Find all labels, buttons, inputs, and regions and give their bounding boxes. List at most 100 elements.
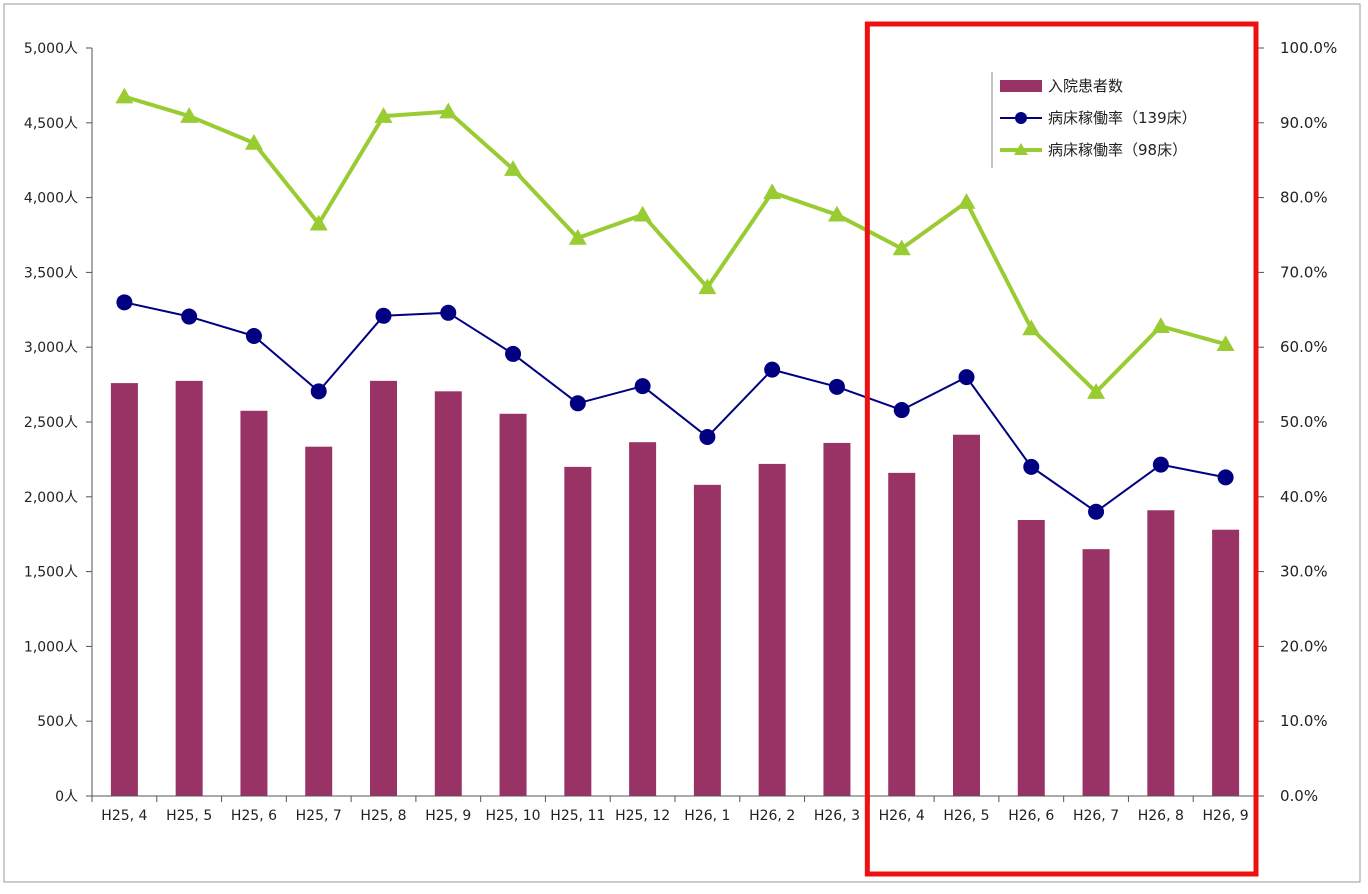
y-tick-left-label: 3,000人: [24, 340, 78, 356]
line-point-circle: [1217, 469, 1234, 486]
x-tick-label: H25, 4: [101, 808, 147, 824]
line-point-circle: [893, 402, 910, 419]
line-point-triangle: [1151, 317, 1170, 334]
line-point-triangle: [568, 228, 587, 245]
line-point-triangle: [892, 239, 911, 256]
bar: [434, 391, 462, 796]
bar: [693, 484, 721, 796]
line-point-triangle: [1022, 319, 1041, 336]
line-point-circle: [958, 369, 975, 386]
line-point-circle: [116, 294, 133, 311]
y-tick-right-label: 40.0%: [1280, 488, 1328, 506]
y-tick-right-label: 70.0%: [1280, 263, 1328, 281]
bar: [240, 410, 268, 796]
line-point-circle: [181, 308, 198, 325]
line-point-circle: [505, 345, 522, 362]
line-point-triangle: [763, 183, 782, 200]
y-tick-right-label: 50.0%: [1280, 413, 1328, 431]
x-tick-label: H25, 11: [550, 808, 605, 824]
line-point-circle: [245, 327, 262, 344]
x-tick-label: H26, 8: [1138, 808, 1184, 824]
line-point-triangle: [439, 102, 458, 119]
bar: [1082, 549, 1110, 796]
y-tick-left-label: 2,000人: [24, 490, 78, 506]
x-tick-label: H26, 6: [1008, 808, 1054, 824]
legend-marker-circle: [1015, 112, 1027, 124]
line-point-circle: [764, 361, 781, 378]
y-tick-left-label: 2,500人: [24, 415, 78, 431]
bar: [110, 383, 138, 796]
y-tick-left-label: 1,000人: [24, 639, 78, 655]
line-point-circle: [310, 383, 327, 400]
legend-label: 病床稼働率（98床）: [1048, 141, 1187, 159]
y-tick-right-label: 90.0%: [1280, 114, 1328, 132]
chart-border: [3, 3, 1361, 883]
y-tick-left-label: 4,000人: [24, 191, 78, 207]
x-tick-label: H26, 2: [749, 808, 795, 824]
bar: [499, 413, 527, 796]
series-line: [124, 301, 1226, 513]
x-tick-label: H26, 3: [814, 808, 860, 824]
highlight-box: [864, 21, 1259, 877]
line-point-triangle: [309, 214, 328, 231]
line-point-triangle: [957, 193, 976, 209]
x-tick-label: H25, 7: [296, 808, 342, 824]
legend-swatch-bar: [1000, 80, 1042, 92]
x-tick-label: H26, 5: [943, 808, 989, 824]
line-point-circle: [1023, 458, 1040, 475]
bar: [823, 442, 851, 796]
bar: [1017, 519, 1045, 796]
lines-layer: [115, 87, 1235, 520]
y-tick-right-label: 10.0%: [1280, 712, 1328, 730]
line-point-circle: [634, 378, 651, 395]
x-tick-label: H26, 9: [1203, 808, 1249, 824]
x-tick-label: H25, 5: [166, 808, 212, 824]
bar: [1212, 529, 1240, 796]
bar: [888, 472, 916, 796]
line-point-circle: [828, 378, 845, 395]
line-point-triangle: [115, 87, 134, 104]
y-tick-left-label: 0人: [55, 789, 78, 805]
legend-label: 病床稼働率（139床）: [1048, 109, 1197, 127]
line-point-triangle: [1087, 383, 1106, 399]
x-tick-label: H26, 1: [684, 808, 730, 824]
line-point-triangle: [698, 278, 717, 295]
line-point-circle: [569, 395, 586, 412]
line-point-circle: [375, 307, 392, 324]
x-tick-label: H25, 8: [360, 808, 406, 824]
x-tick-label: H25, 6: [231, 808, 277, 824]
bar: [564, 466, 592, 796]
bar: [629, 442, 657, 796]
bar: [953, 434, 980, 796]
bar: [175, 380, 203, 796]
line-point-circle: [1088, 503, 1105, 520]
y-tick-left-label: 4,500人: [24, 116, 78, 132]
line-point-triangle: [504, 160, 523, 176]
y-tick-left-label: 3,500人: [24, 265, 78, 281]
bar: [370, 380, 397, 796]
bars-layer: [110, 380, 1240, 796]
labels-layer: 0人 500人 1,000人 1,500人 2,000人 2,500人 3,000人 3,50…: [24, 39, 1337, 824]
y-tick-right-label: 0.0%: [1280, 787, 1318, 805]
y-tick-right-label: 30.0%: [1280, 563, 1328, 581]
line-point-triangle: [374, 107, 393, 123]
y-tick-right-label: 80.0%: [1280, 189, 1328, 207]
y-tick-right-label: 20.0%: [1280, 637, 1328, 655]
legend-marker-triangle: [1014, 143, 1028, 155]
highlight-layer: [864, 21, 1259, 877]
y-tick-right-label: 100.0%: [1280, 39, 1337, 57]
line-point-circle: [440, 304, 457, 321]
y-tick-left-label: 1,500人: [24, 565, 78, 581]
line-point-triangle: [633, 205, 652, 222]
y-tick-left-label: 5,000人: [24, 41, 78, 57]
line-point-triangle: [827, 205, 846, 222]
line-point-triangle: [1216, 335, 1235, 351]
x-tick-label: H25, 10: [486, 808, 541, 824]
line-point-triangle: [180, 107, 199, 123]
line-point-circle: [699, 428, 716, 445]
bar: [758, 463, 786, 796]
y-tick-right-label: 60.0%: [1280, 338, 1328, 356]
